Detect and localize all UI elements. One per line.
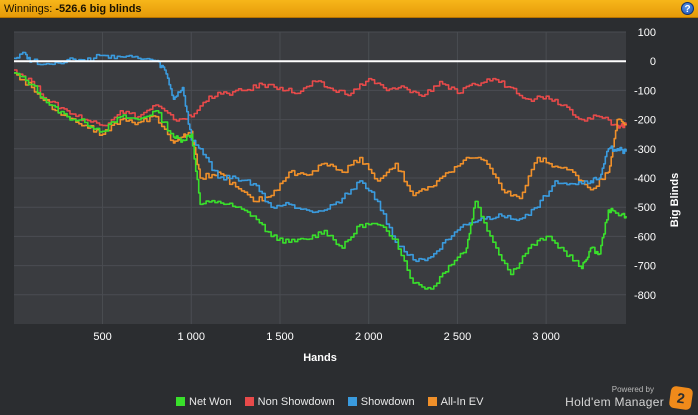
chart-grid [14,31,626,324]
powered-by-text: Powered by [611,385,654,394]
series-line-net-won [14,72,627,290]
legend-swatch [427,397,437,406]
x-tick-label: 2 000 [355,331,383,343]
x-axis-title: Hands [303,352,337,364]
legend-item-all-in-ev[interactable]: All-In EV [427,396,484,408]
legend-label: Non Showdown [257,396,335,408]
chart-series [14,51,627,290]
y-tick-label: -300 [634,144,656,156]
legend-label: Showdown [360,396,415,408]
y-axis-title: Big Blinds [669,173,681,227]
legend-item-net-won[interactable]: Net Won [176,396,232,408]
winnings-header-bar: Winnings: -526.6 big blinds ? [0,0,698,18]
brand-badge-icon: 2 [668,385,694,411]
winnings-chart: 100 0 -100 -200 -300 -400 -500 -600 -700 -800 500… [14,27,681,364]
brand-logo: Powered by Hold'em Manager 2 [560,384,694,412]
legend-label: All-In EV [440,396,484,408]
y-tick-label: -700 [634,261,656,273]
winnings-value: -526.6 big blinds [55,3,142,15]
y-tick-label: -200 [634,115,656,127]
x-tick-label: 2 500 [444,331,472,343]
y-tick-label: -600 [634,231,656,243]
legend-item-non-showdown[interactable]: Non Showdown [244,396,335,408]
brand-name: Hold'em Manager [565,395,664,409]
legend-swatch [176,397,185,406]
x-tick-label: 1 000 [177,331,205,343]
chart-legend: Net Won Non Showdown Showdown All-In EV [176,396,493,410]
legend-label: Net Won [189,396,232,408]
y-tick-label: -100 [634,85,656,97]
y-tick-label: 100 [638,27,656,39]
winnings-label: Winnings: [4,3,53,15]
y-tick-label: 0 [650,56,656,68]
x-tick-label: 1 500 [266,331,294,343]
series-line-non-showdown [14,69,627,129]
y-tick-label: -400 [634,173,656,185]
x-tick-label: 500 [93,331,111,343]
y-tick-label: -800 [634,290,656,302]
series-line-showdown [14,51,627,263]
winnings-summary: Winnings: -526.6 big blinds [4,3,142,15]
legend-swatch [244,397,254,406]
help-icon[interactable]: ? [681,2,694,15]
series-line-all-in-ev [14,72,627,203]
y-axis-ticks: 100 0 -100 -200 -300 -400 -500 -600 -700 -800 [634,27,656,302]
y-tick-label: -500 [634,202,656,214]
x-axis-ticks: 500 1 000 1 500 2 000 2 500 3 000 [93,331,560,343]
legend-swatch [347,397,357,406]
legend-item-showdown[interactable]: Showdown [347,396,415,408]
x-tick-label: 3 000 [532,331,560,343]
